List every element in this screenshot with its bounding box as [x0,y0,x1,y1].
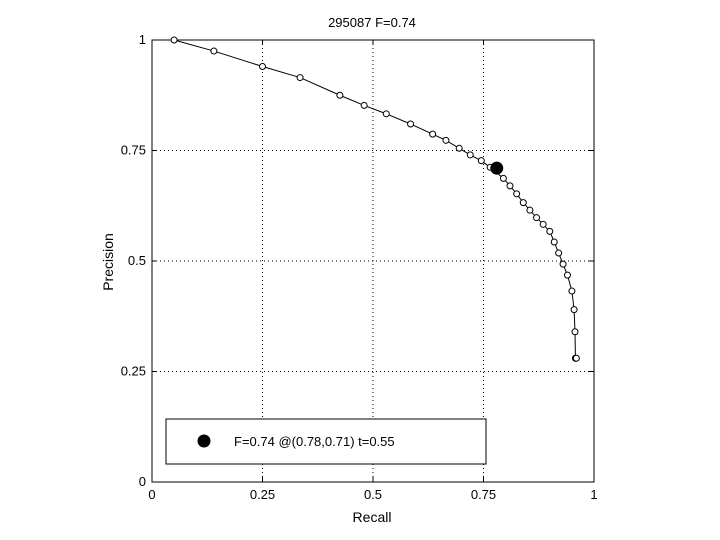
legend: F=0.74 @(0.78,0.71) t=0.55 [165,418,487,465]
data-point [360,101,368,109]
data-point [407,120,415,128]
data-point [555,249,563,257]
y-tick-label: 0.5 [128,253,146,268]
data-point [513,190,521,198]
data-point [546,227,554,235]
data-point [477,157,485,165]
data-point [466,151,474,159]
data-point [572,354,580,362]
series-line [173,39,577,359]
data-point [210,47,218,55]
data-point [506,182,514,190]
x-tick-label: 1 [590,487,597,502]
data-point [429,130,437,138]
x-tick-labels: 0 0.25 0.5 0.75 1 [148,487,597,502]
axis-ticks [151,39,595,483]
y-tick-label: 0 [139,474,146,489]
data-point [550,238,558,246]
data-point [442,136,450,144]
series-layer [170,36,580,362]
y-axis-label: Precision [100,233,116,291]
legend-text: F=0.74 @(0.78,0.71) t=0.55 [234,434,395,449]
data-point [563,271,571,279]
y-tick-label: 0.75 [121,143,146,158]
best-f-point [490,161,504,175]
legend-marker [197,434,211,448]
data-point [571,328,579,336]
legend-box [165,418,487,465]
x-axis-label: Recall [353,509,392,525]
data-point [539,220,547,228]
data-point [170,36,178,44]
x-tick-label: 0.25 [250,487,275,502]
x-tick-label: 0 [148,487,155,502]
data-point [499,174,507,182]
data-point [559,260,567,268]
x-tick-label: 0.5 [364,487,382,502]
data-point [526,206,534,214]
data-point [336,91,344,99]
data-point [533,214,541,222]
data-point [382,110,390,118]
x-tick-label: 0.75 [471,487,496,502]
data-point [570,306,578,314]
y-tick-label: 0.25 [121,364,146,379]
highlight-layer [490,161,504,175]
data-point [568,287,576,295]
y-tick-label: 1 [139,32,146,47]
y-tick-labels: 0 0.25 0.5 0.75 1 [121,32,146,489]
data-point [259,63,266,71]
chart-title: 295087 F=0.74 [328,15,416,30]
data-point [519,199,527,207]
data-point [455,144,463,152]
grid-lines [152,40,594,482]
data-point [296,74,304,82]
